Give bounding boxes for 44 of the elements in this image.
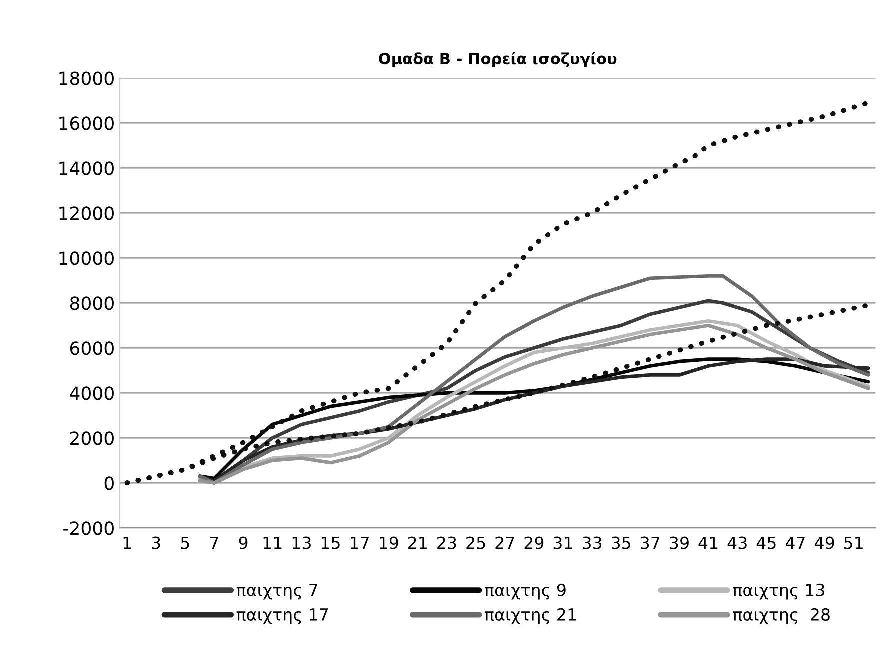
- x-tick-label: 7: [210, 536, 218, 550]
- x-tick-label: 19: [380, 536, 398, 550]
- x-tick-label: 37: [641, 536, 660, 550]
- x-tick-label: 47: [786, 536, 805, 550]
- x-tick-label: 1: [124, 536, 132, 550]
- y-tick-label: 6000: [70, 342, 114, 356]
- y-tick-label: 16000: [60, 116, 114, 130]
- legend-label: παιχτης 17: [236, 608, 328, 624]
- y-tick-label: 4000: [70, 386, 114, 400]
- y-tick-label: 10000: [60, 252, 114, 266]
- x-tick-label: 45: [756, 536, 776, 550]
- x-tick-label: 9: [239, 536, 248, 550]
- x-tick-label: 51: [844, 536, 863, 550]
- legend-label: παιχτης 9: [485, 584, 566, 600]
- y-tick-label: 0: [104, 476, 114, 490]
- y-tick-label: 2000: [70, 432, 114, 446]
- y-tick-label: 12000: [60, 206, 114, 220]
- y-tick-label: -2000: [64, 522, 114, 536]
- x-tick-label: 25: [466, 536, 486, 550]
- legend-label: παιχτης 21: [485, 608, 576, 624]
- y-tick-label: 14000: [60, 162, 114, 176]
- legend-label: παιχτης 7: [236, 584, 318, 600]
- x-tick-label: 3: [152, 536, 160, 550]
- x-tick-label: 31: [554, 536, 572, 550]
- x-tick-label: 13: [292, 536, 311, 550]
- legend-label: παιχτης 13: [733, 584, 824, 600]
- x-tick-label: 17: [351, 536, 369, 550]
- chart-title: Ομαδα Β - Πορεία ισοζυγίου: [379, 52, 617, 68]
- x-tick-label: 43: [728, 536, 747, 550]
- x-tick-label: 27: [496, 536, 514, 550]
- x-tick-label: 21: [408, 536, 427, 550]
- x-tick-label: 15: [322, 536, 340, 550]
- x-tick-label: 5: [181, 536, 190, 550]
- x-tick-label: 49: [815, 536, 834, 550]
- x-tick-label: 33: [582, 536, 602, 550]
- x-tick-label: 23: [438, 536, 456, 550]
- y-tick-label: 18000: [60, 72, 114, 86]
- x-tick-label: 41: [698, 536, 718, 550]
- x-tick-label: 11: [264, 536, 282, 550]
- legend-label: παιχτης 28: [733, 608, 830, 624]
- x-tick-label: 29: [524, 536, 544, 550]
- x-tick-label: 39: [670, 536, 689, 550]
- x-tick-label: 35: [612, 536, 631, 550]
- y-tick-label: 8000: [70, 296, 114, 310]
